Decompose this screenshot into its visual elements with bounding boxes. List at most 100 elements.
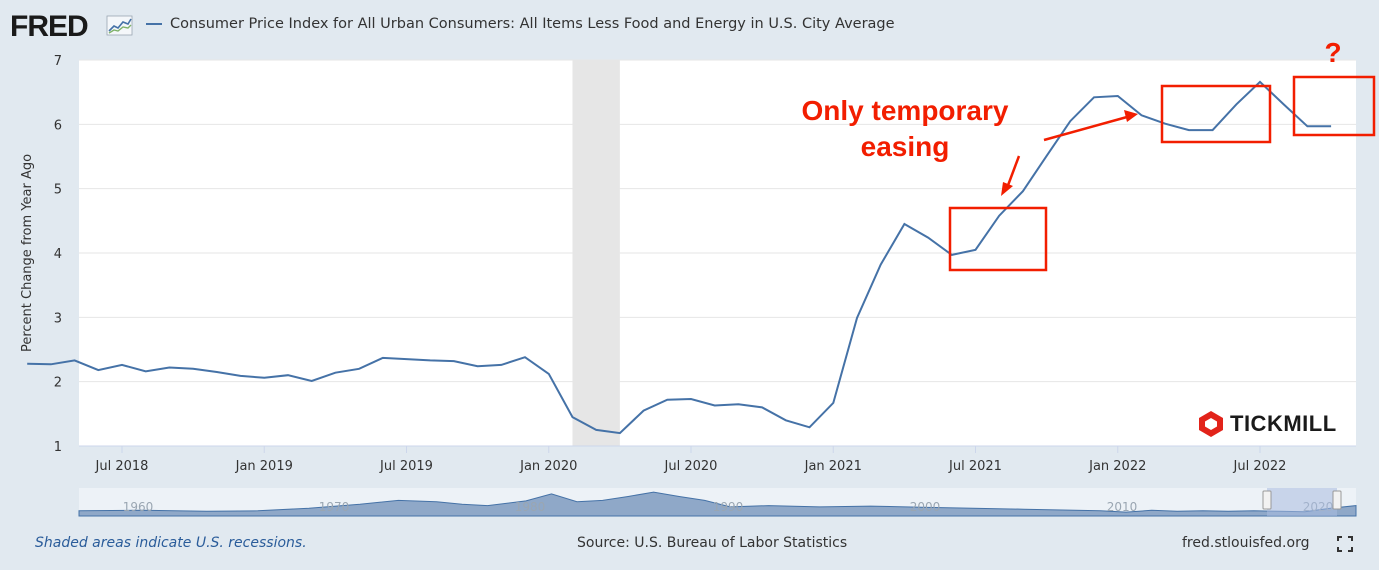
source-note: Source: U.S. Bureau of Labor Statistics: [577, 535, 848, 551]
data-point: [1234, 102, 1238, 106]
data-point: [1187, 128, 1191, 132]
annotation-arrow-right: [1043, 115, 1128, 142]
navigator-handle-right[interactable]: [1332, 490, 1342, 510]
x-tick-label: Jan 2019: [235, 459, 293, 474]
data-point: [1305, 124, 1309, 128]
fullscreen-icon[interactable]: [1337, 536, 1353, 552]
navigator-label: 1970: [319, 500, 350, 514]
x-tick-label: Jul 2021: [948, 459, 1002, 474]
y-tick-label: 2: [54, 376, 62, 391]
annotations: Only temporary easing ?: [802, 37, 1376, 272]
data-point: [333, 371, 337, 375]
data-point: [1021, 189, 1025, 193]
data-point: [523, 355, 527, 359]
x-axis: Jul 2018 Jan 2019 Jul 2019 Jan 2020 Jul 2020…: [79, 445, 1356, 474]
x-tick-label: Jul 2019: [379, 459, 433, 474]
data-point: [452, 359, 456, 363]
navigator-label: 1960: [123, 500, 154, 514]
data-point: [1116, 94, 1120, 98]
y-axis: 1 2 3 4 5 6 7: [54, 54, 62, 455]
data-point: [571, 415, 575, 419]
series-title: Consumer Price Index for All Urban Consu…: [170, 16, 895, 32]
data-point: [167, 366, 171, 370]
data-point: [428, 358, 432, 362]
data-point: [476, 364, 480, 368]
x-tick-label: Jan 2021: [804, 459, 862, 474]
data-point: [499, 363, 503, 367]
data-point: [215, 370, 219, 374]
data-point: [357, 367, 361, 371]
series-legend[interactable]: Consumer Price Index for All Urban Consu…: [146, 16, 895, 32]
data-point: [310, 379, 314, 383]
chart-header: FRED Consumer Price Index for All Urban …: [0, 0, 1379, 52]
data-point: [1092, 95, 1096, 99]
recession-note: Shaded areas indicate U.S. recessions.: [35, 535, 307, 551]
x-tick-label: Jul 2022: [1233, 459, 1287, 474]
data-point: [879, 263, 883, 267]
navigator-labels: 1960197019801990200020102020: [123, 500, 1334, 514]
annotation-text-line1: Only temporary: [802, 95, 1009, 126]
y-axis-label: Percent Change from Year Ago: [20, 154, 35, 352]
data-point: [1282, 102, 1286, 106]
data-point: [665, 398, 669, 402]
y-tick-label: 4: [54, 247, 62, 262]
data-point: [997, 214, 1001, 218]
data-point: [239, 374, 243, 378]
navigator-area: [78, 491, 1357, 517]
y-tick-label: 1: [54, 440, 62, 455]
fred-chart-icon: [106, 15, 133, 36]
data-point: [594, 428, 598, 432]
data-point: [405, 357, 409, 361]
navigator-label: 2010: [1107, 500, 1138, 514]
range-navigator[interactable]: 1960197019801990200020102020: [78, 488, 1357, 517]
data-point: [144, 369, 148, 373]
data-point: [1329, 124, 1333, 128]
navigator-handle-left[interactable]: [1262, 490, 1272, 510]
annotation-box-mid-2021: [948, 206, 1048, 272]
navigator-label: 2000: [910, 500, 941, 514]
data-point: [689, 397, 693, 401]
data-point: [1045, 154, 1049, 158]
site-link[interactable]: fred.stlouisfed.org: [1182, 535, 1310, 551]
data-point: [49, 362, 53, 366]
legend-swatch: [146, 23, 162, 25]
data-point: [96, 368, 100, 372]
annotation-box-2022: [1160, 84, 1272, 144]
annotation-text-line2: easing: [861, 131, 950, 162]
y-tick-label: 6: [54, 118, 62, 133]
y-tick-label: 3: [54, 311, 62, 326]
data-point: [73, 358, 77, 362]
data-point: [1068, 119, 1072, 123]
fred-logo[interactable]: FRED: [10, 10, 89, 43]
data-point: [1140, 113, 1144, 117]
data-point: [736, 402, 740, 406]
data-point: [926, 236, 930, 240]
data-point: [760, 405, 764, 409]
x-tick-label: Jul 2018: [95, 459, 149, 474]
data-point: [286, 373, 290, 377]
data-point: [902, 222, 906, 226]
data-point: [784, 418, 788, 422]
annotation-arrowhead-down: [1001, 182, 1013, 196]
data-point: [808, 425, 812, 429]
y-tick-label: 5: [54, 183, 62, 198]
data-point: [642, 409, 646, 413]
annotation-arrowhead-right: [1124, 110, 1138, 122]
data-point: [262, 376, 266, 380]
navigator-label: 1990: [713, 500, 744, 514]
data-point: [1258, 80, 1262, 84]
series-line[interactable]: [27, 80, 1332, 435]
annotation-box-late-2022: [1292, 75, 1376, 137]
tickmill-logo-icon: [1199, 411, 1223, 437]
tickmill-text: TICKMILL: [1230, 411, 1337, 436]
data-point: [547, 372, 551, 376]
annotation-arrow-down: [1005, 155, 1021, 189]
data-point: [120, 363, 124, 367]
navigator-selection[interactable]: [1267, 488, 1337, 516]
data-point: [713, 404, 717, 408]
x-tick-label: Jul 2020: [664, 459, 718, 474]
data-point: [831, 401, 835, 405]
data-point: [25, 362, 29, 366]
navigator-label: 1980: [515, 500, 546, 514]
